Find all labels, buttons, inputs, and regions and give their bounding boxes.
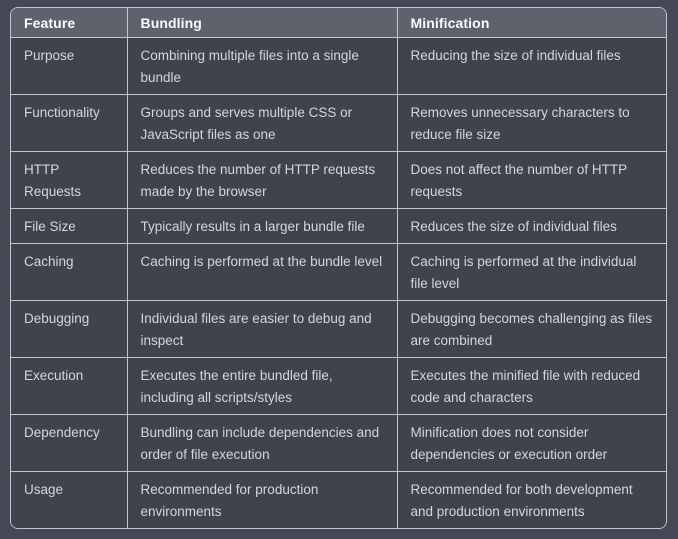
feature-cell: Purpose — [11, 37, 128, 95]
table-row-caching: Caching Caching is performed at the bund… — [11, 243, 666, 301]
table-row-dependency: Dependency Bundling can include dependen… — [11, 414, 666, 472]
minification-cell: Recommended for both development and pro… — [397, 471, 666, 528]
minification-cell: Caching is performed at the individual f… — [397, 243, 666, 301]
feature-cell: HTTP Requests — [11, 151, 128, 209]
comparison-table: Feature Bundling Minification Purpose Co… — [10, 7, 667, 529]
bundling-cell: Typically results in a larger bundle fil… — [127, 208, 398, 244]
feature-cell: Caching — [11, 243, 128, 301]
bundling-cell: Reduces the number of HTTP requests made… — [127, 151, 398, 209]
column-header-minification: Minification — [397, 8, 666, 38]
feature-cell: File Size — [11, 208, 128, 244]
table-row-debugging: Debugging Individual files are easier to… — [11, 300, 666, 358]
minification-cell: Reducing the size of individual files — [397, 37, 666, 95]
minification-cell: Removes unnecessary characters to reduce… — [397, 94, 666, 152]
table-row-usage: Usage Recommended for production environ… — [11, 471, 666, 528]
feature-cell: Dependency — [11, 414, 128, 472]
minification-cell: Executes the minified file with reduced … — [397, 357, 666, 415]
table-row-purpose: Purpose Combining multiple files into a … — [11, 37, 666, 95]
bundling-cell: Combining multiple files into a single b… — [127, 37, 398, 95]
bundling-cell: Bundling can include dependencies and or… — [127, 414, 398, 472]
feature-cell: Execution — [11, 357, 128, 415]
minification-cell: Does not affect the number of HTTP reque… — [397, 151, 666, 209]
bundling-cell: Caching is performed at the bundle level — [127, 243, 398, 301]
bundling-cell: Individual files are easier to debug and… — [127, 300, 398, 358]
bundling-cell: Executes the entire bundled file, includ… — [127, 357, 398, 415]
column-header-feature: Feature — [11, 8, 128, 38]
table-row-http-requests: HTTP Requests Reduces the number of HTTP… — [11, 151, 666, 209]
feature-cell: Functionality — [11, 94, 128, 152]
feature-cell: Usage — [11, 471, 128, 528]
column-header-bundling: Bundling — [127, 8, 398, 38]
minification-cell: Debugging becomes challenging as files a… — [397, 300, 666, 358]
minification-cell: Reduces the size of individual files — [397, 208, 666, 244]
bundling-cell: Groups and serves multiple CSS or JavaSc… — [127, 94, 398, 152]
bundling-vs-minification-table: Feature Bundling Minification Purpose Co… — [11, 8, 666, 528]
table-row-execution: Execution Executes the entire bundled fi… — [11, 357, 666, 415]
table-row-functionality: Functionality Groups and serves multiple… — [11, 94, 666, 152]
table-row-file-size: File Size Typically results in a larger … — [11, 208, 666, 244]
feature-cell: Debugging — [11, 300, 128, 358]
minification-cell: Minification does not consider dependenc… — [397, 414, 666, 472]
header-row: Feature Bundling Minification — [11, 8, 666, 38]
bundling-cell: Recommended for production environments — [127, 471, 398, 528]
